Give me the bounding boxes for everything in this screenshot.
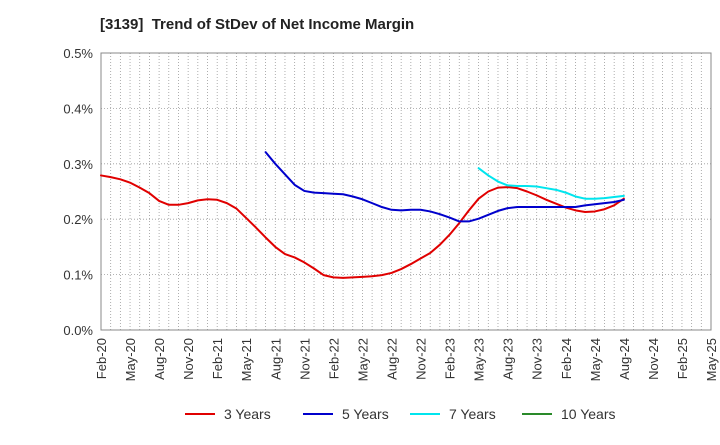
x-tick-label: May-20 bbox=[123, 338, 138, 381]
x-tick-label: Feb-23 bbox=[443, 338, 458, 379]
y-tick-label: 0.2% bbox=[63, 212, 93, 227]
x-tick-label: Aug-20 bbox=[152, 338, 167, 380]
x-tick-label: May-24 bbox=[588, 338, 603, 381]
x-tick-label: May-25 bbox=[704, 338, 719, 381]
x-tick-label: Feb-24 bbox=[559, 338, 574, 379]
y-tick-label: 0.0% bbox=[63, 323, 93, 338]
series-line-3-years bbox=[100, 174, 625, 279]
series-line-7-years bbox=[477, 167, 625, 200]
plot-area bbox=[101, 53, 711, 330]
x-tick-label: May-21 bbox=[239, 338, 254, 381]
legend-label-7-years: 7 Years bbox=[449, 406, 496, 422]
y-tick-label: 0.3% bbox=[63, 157, 93, 172]
x-tick-label: Feb-20 bbox=[94, 338, 109, 379]
x-tick-label: Feb-21 bbox=[210, 338, 225, 379]
y-tick-label: 0.5% bbox=[63, 46, 93, 61]
x-tick-label: Aug-23 bbox=[501, 338, 516, 380]
x-tick-label: May-23 bbox=[472, 338, 487, 381]
y-tick-label: 0.1% bbox=[63, 268, 93, 283]
x-tick-label: Aug-22 bbox=[384, 338, 399, 380]
x-tick-label: Nov-20 bbox=[181, 338, 196, 380]
plot-frame bbox=[100, 52, 712, 331]
x-tick-label: Aug-21 bbox=[268, 338, 283, 380]
x-tick-label: May-22 bbox=[355, 338, 370, 381]
series-line-5-years bbox=[264, 151, 625, 223]
x-tick-label: Nov-24 bbox=[646, 338, 661, 380]
x-tick-label: Feb-22 bbox=[326, 338, 341, 379]
x-tick-label: Nov-23 bbox=[530, 338, 545, 380]
x-tick-label: Nov-21 bbox=[297, 338, 312, 380]
x-tick-label: Nov-22 bbox=[414, 338, 429, 380]
legend-label-10-years: 10 Years bbox=[561, 406, 616, 422]
x-tick-label: Aug-24 bbox=[617, 338, 632, 380]
legend-label-3-years: 3 Years bbox=[224, 406, 271, 422]
legend-label-5-years: 5 Years bbox=[342, 406, 389, 422]
y-tick-label: 0.4% bbox=[63, 101, 93, 116]
chart-title: [3139] Trend of StDev of Net Income Marg… bbox=[100, 16, 415, 33]
x-tick-label: Feb-25 bbox=[675, 338, 690, 379]
